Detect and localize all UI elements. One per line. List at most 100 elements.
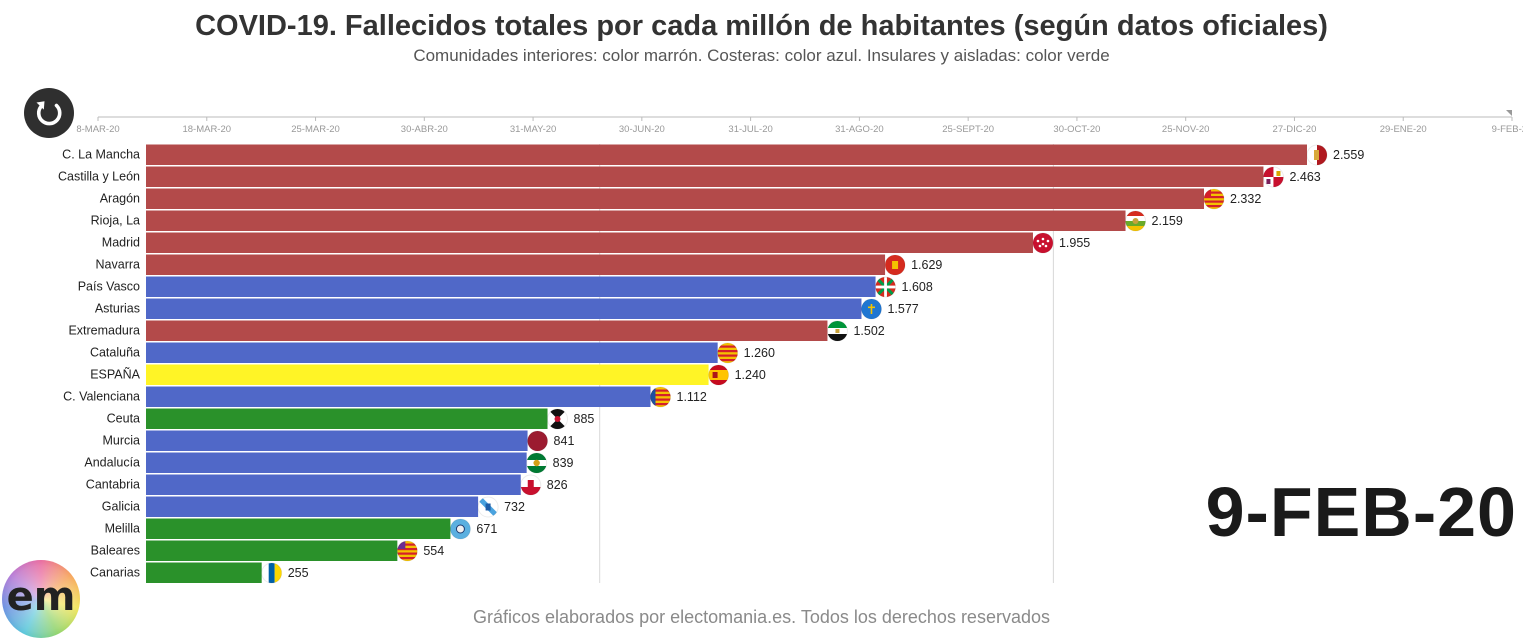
category-label: Castilla y León — [58, 170, 140, 184]
timeline-tick-label: 25-SEPT-20 — [942, 124, 994, 135]
value-gridlines — [599, 144, 1054, 583]
bar — [146, 320, 828, 341]
timeline-tick-label: 25-MAR-20 — [291, 124, 340, 135]
category-label: Baleares — [91, 544, 140, 558]
bar — [146, 474, 521, 495]
category-label: ESPAÑA — [90, 368, 140, 382]
bar-row: C. La Mancha 2.559 — [62, 144, 1364, 166]
bar-row: ESPAÑA 1.240 — [90, 364, 766, 386]
electomania-logo: em — [2, 560, 80, 638]
bar — [146, 430, 528, 451]
flag-murcia-icon — [527, 431, 548, 451]
bar — [146, 144, 1307, 165]
bar — [146, 562, 262, 583]
value-label: 1.608 — [902, 280, 933, 294]
value-label: 732 — [504, 500, 525, 514]
category-label: C. La Mancha — [62, 148, 140, 162]
value-label: 1.629 — [911, 258, 942, 272]
category-label: Melilla — [105, 522, 140, 536]
bar-row: Rioja, La 2.159 — [91, 210, 1183, 232]
timeline-tick-label: 31-JUL-20 — [728, 124, 772, 135]
value-label: 2.463 — [1289, 170, 1320, 184]
value-label: 554 — [423, 544, 444, 558]
value-label: 671 — [476, 522, 497, 536]
timeline-tick-label: 30-ABR-20 — [401, 124, 448, 135]
value-label: 826 — [547, 478, 568, 492]
bar-row: Castilla y León 2.463 — [58, 166, 1321, 188]
logo-text: em — [6, 574, 76, 620]
category-label: Galicia — [102, 500, 140, 514]
value-label: 1.577 — [887, 302, 918, 316]
replay-icon — [36, 101, 62, 126]
bar — [146, 210, 1126, 231]
timeline-tick-label: 18-MAR-20 — [182, 124, 231, 135]
timeline-end-marker — [1506, 110, 1512, 116]
bar-row: Asturias 1.577 — [95, 298, 919, 320]
bar-row: Melilla 671 — [105, 518, 497, 540]
flag-asturias-icon — [861, 299, 882, 319]
bar-row: Extremadura 1.502 — [68, 320, 885, 342]
timeline-tick-label: 31-AGO-20 — [835, 124, 884, 135]
bar-row: Madrid 1.955 — [102, 232, 1090, 254]
bar-row: Ceuta 885 — [107, 408, 595, 430]
timeline-tick-label: 30-OCT-20 — [1053, 124, 1100, 135]
category-label: Navarra — [96, 258, 141, 272]
timeline-tick-label: 8-MAR-20 — [76, 124, 119, 135]
bar — [146, 386, 651, 407]
value-label: 841 — [554, 434, 575, 448]
flag-pais-vasco-icon — [875, 277, 896, 297]
current-date-label: 9-FEB-20 — [1205, 473, 1517, 551]
bar-row: Galicia 732 — [102, 496, 525, 518]
bar-row: País Vasco 1.608 — [78, 276, 933, 298]
value-label: 1.112 — [677, 390, 707, 404]
value-label: 1.502 — [853, 324, 884, 338]
category-label: Cataluña — [90, 346, 140, 360]
bar — [146, 166, 1264, 187]
chart-subtitle: Comunidades interiores: color marrón. Co… — [413, 46, 1110, 65]
timeline-tick-label: 29-ENE-20 — [1380, 124, 1427, 135]
flag-baleares-icon — [397, 541, 418, 561]
bar — [146, 518, 451, 539]
flag-aragon-icon — [1204, 189, 1225, 209]
flag-madrid-icon — [1032, 233, 1053, 253]
category-label: Aragón — [100, 192, 140, 206]
value-label: 885 — [574, 412, 595, 426]
category-label: Madrid — [102, 236, 140, 250]
value-label: 1.240 — [735, 368, 766, 382]
bar — [146, 496, 479, 517]
bar — [146, 254, 886, 275]
flag-espana-icon — [708, 365, 729, 385]
bar-row: Aragón 2.332 — [100, 188, 1261, 210]
bar-row: Murcia 841 — [102, 430, 575, 452]
value-label: 1.260 — [744, 346, 775, 360]
category-label: Ceuta — [107, 412, 140, 426]
category-label: Asturias — [95, 302, 140, 316]
bar — [146, 298, 862, 319]
timeline-tick-label: 31-MAY-20 — [510, 124, 556, 135]
bar-row: Baleares 554 — [91, 540, 444, 562]
value-label: 2.332 — [1230, 192, 1261, 206]
bar — [146, 408, 548, 429]
bar — [146, 364, 709, 385]
category-label: Canarias — [90, 566, 140, 580]
category-label: Rioja, La — [91, 214, 140, 228]
bar — [146, 188, 1205, 209]
footer-credits: Gráficos elaborados por electomania.es. … — [473, 607, 1050, 627]
flag-andalucia-icon — [526, 453, 547, 473]
replay-button[interactable] — [24, 88, 74, 138]
flag-cantabria-icon — [520, 475, 541, 495]
flag-extremadura-icon — [827, 321, 848, 341]
bars-group: C. La Mancha 2.559 Castilla y León 2.463 Ara… — [58, 144, 1364, 584]
flag-galicia-icon — [478, 497, 499, 517]
bar — [146, 276, 876, 297]
timeline-tick-label: 25-NOV-20 — [1162, 124, 1210, 135]
bar-row: C. Valenciana 1.112 — [63, 386, 707, 408]
bar — [146, 342, 718, 363]
flag-canarias-icon — [261, 563, 282, 583]
flag-melilla-icon — [450, 519, 471, 539]
flag-la-rioja-icon — [1125, 211, 1146, 231]
category-label: Extremadura — [68, 324, 140, 338]
timeline-axis[interactable]: 8-MAR-20 18-MAR-20 25-MAR-20 30-ABR-20 31-MA… — [76, 110, 1523, 135]
value-label: 255 — [288, 566, 309, 580]
